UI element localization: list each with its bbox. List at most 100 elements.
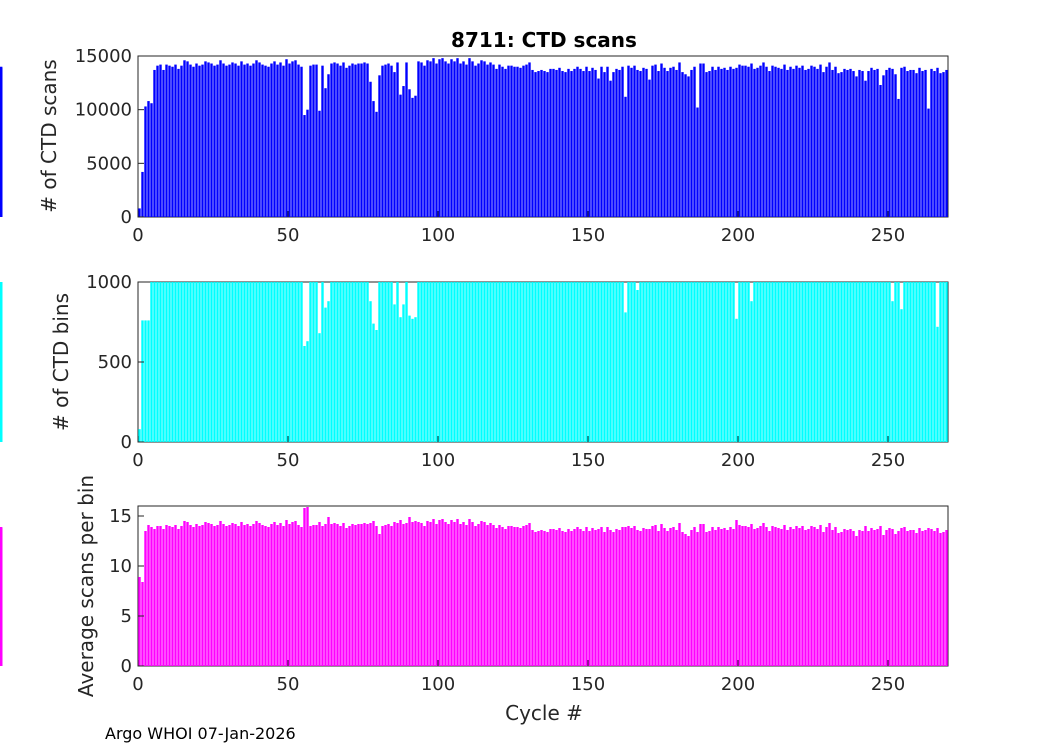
bar bbox=[207, 523, 210, 666]
bar bbox=[690, 282, 693, 442]
bar bbox=[615, 68, 618, 217]
bar bbox=[663, 67, 666, 217]
bar bbox=[330, 282, 333, 442]
x-ticks: 0 50 100 150 200 250 bbox=[132, 660, 905, 695]
bar bbox=[801, 526, 804, 666]
bar bbox=[768, 71, 771, 217]
bar bbox=[855, 282, 858, 442]
bar bbox=[297, 64, 300, 217]
bar bbox=[564, 72, 567, 217]
bar bbox=[444, 282, 447, 442]
bar bbox=[873, 282, 876, 442]
bar bbox=[459, 282, 462, 442]
bar bbox=[189, 282, 192, 442]
bar bbox=[888, 528, 891, 666]
bar bbox=[849, 282, 852, 442]
bar bbox=[228, 64, 231, 217]
bar bbox=[423, 282, 426, 442]
bar bbox=[633, 65, 636, 217]
bar bbox=[747, 282, 750, 442]
bar bbox=[465, 282, 468, 442]
bar bbox=[144, 320, 147, 442]
bar bbox=[384, 64, 387, 217]
bar bbox=[654, 64, 657, 217]
bar bbox=[159, 282, 162, 442]
bar bbox=[537, 71, 540, 217]
bar bbox=[945, 282, 948, 442]
bar bbox=[777, 282, 780, 442]
bar bbox=[789, 66, 792, 217]
bar bbox=[552, 282, 555, 442]
bar bbox=[456, 519, 459, 666]
bar bbox=[924, 69, 927, 217]
bar bbox=[180, 282, 183, 442]
bar bbox=[927, 282, 930, 442]
bar bbox=[939, 282, 942, 442]
bar bbox=[714, 282, 717, 442]
bar bbox=[753, 529, 756, 666]
bar bbox=[282, 282, 285, 442]
bar bbox=[837, 533, 840, 666]
bar bbox=[381, 282, 384, 442]
bar bbox=[255, 60, 258, 217]
bar bbox=[906, 531, 909, 666]
bar bbox=[654, 282, 657, 442]
bar bbox=[786, 69, 789, 217]
bar bbox=[624, 96, 627, 217]
bar bbox=[909, 530, 912, 666]
plot-area bbox=[137, 505, 949, 667]
bar bbox=[141, 171, 144, 217]
bar bbox=[405, 282, 408, 442]
bar bbox=[930, 529, 933, 666]
bar bbox=[147, 525, 150, 666]
y-ticks: 0 5000 10000 15000 bbox=[75, 46, 144, 228]
bar bbox=[279, 523, 282, 666]
bar bbox=[336, 524, 339, 666]
bar bbox=[246, 524, 249, 666]
bar bbox=[558, 282, 561, 442]
bar bbox=[162, 529, 165, 666]
bar bbox=[780, 282, 783, 442]
bar bbox=[588, 282, 591, 442]
bar bbox=[549, 282, 552, 442]
bar bbox=[633, 526, 636, 666]
bar bbox=[540, 69, 543, 217]
bar bbox=[795, 282, 798, 442]
bar bbox=[459, 524, 462, 666]
bar bbox=[165, 525, 168, 666]
bar bbox=[453, 522, 456, 666]
bar bbox=[879, 526, 882, 666]
bar bbox=[735, 318, 738, 442]
bar bbox=[366, 524, 369, 666]
bar bbox=[411, 522, 414, 666]
bar bbox=[897, 282, 900, 442]
bar bbox=[678, 282, 681, 442]
bar bbox=[627, 526, 630, 666]
bar bbox=[756, 528, 759, 666]
bar bbox=[498, 525, 501, 666]
bar bbox=[237, 65, 240, 217]
bar bbox=[528, 282, 531, 442]
bar bbox=[813, 527, 816, 666]
bar bbox=[825, 282, 828, 442]
bar bbox=[786, 530, 789, 666]
bar bbox=[468, 519, 471, 666]
bar bbox=[585, 282, 588, 442]
bar bbox=[147, 101, 150, 217]
bar bbox=[606, 66, 609, 217]
bar bbox=[942, 532, 945, 666]
bar bbox=[717, 66, 720, 217]
bar bbox=[444, 522, 447, 666]
bar bbox=[261, 525, 264, 666]
bar bbox=[234, 63, 237, 218]
bar bbox=[573, 68, 576, 217]
bar bbox=[750, 63, 753, 218]
bar bbox=[570, 531, 573, 666]
bar bbox=[528, 62, 531, 217]
bar bbox=[663, 282, 666, 442]
bar bbox=[231, 523, 234, 666]
bar bbox=[414, 317, 417, 442]
bar bbox=[756, 282, 759, 442]
bars-ctd-bins bbox=[0, 282, 948, 442]
